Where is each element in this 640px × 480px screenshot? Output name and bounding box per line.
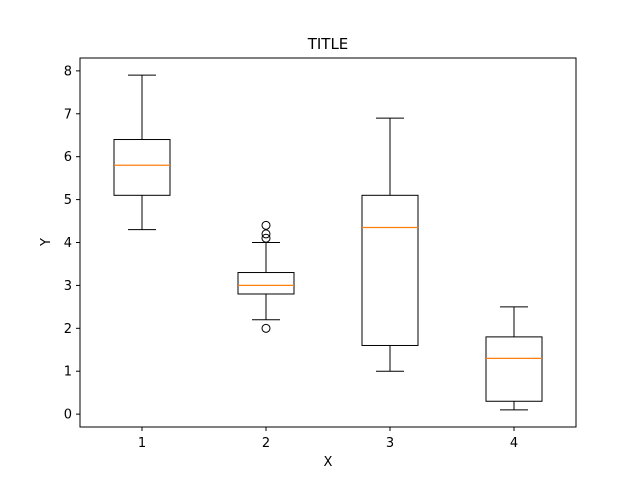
y-tick-label: 1 [64, 365, 72, 380]
outlier-point [261, 220, 271, 230]
y-axis: 0 1 2 3 4 5 6 7 8 [64, 64, 80, 423]
boxes-group [113, 74, 543, 411]
y-tick-label: 7 [64, 107, 72, 122]
x-tick-label: 2 [262, 436, 270, 451]
chart-title: TITLE [307, 35, 349, 53]
plot-area-frame [79, 57, 577, 428]
y-tick-label: 0 [64, 408, 72, 423]
iqr-box [485, 336, 543, 402]
outlier-point [261, 229, 271, 239]
x-axis: 1 2 3 4 [138, 427, 518, 451]
outlier-point [261, 323, 271, 333]
y-tick-label: 8 [64, 64, 72, 79]
x-tick-label: 1 [138, 436, 146, 451]
y-tick-label: 5 [64, 193, 72, 208]
y-tick-label: 4 [64, 236, 72, 251]
iqr-box [361, 194, 419, 346]
box-1 [113, 74, 171, 231]
box-4 [485, 306, 543, 411]
y-tick-label: 6 [64, 150, 72, 165]
x-axis-label: X [324, 455, 333, 470]
iqr-box [237, 272, 295, 295]
box-2 [237, 220, 295, 333]
x-tick-label: 3 [386, 436, 394, 451]
box-3 [361, 117, 419, 372]
x-tick-label: 4 [510, 436, 518, 451]
iqr-box [113, 139, 171, 196]
outlier-point [261, 233, 271, 243]
y-tick-label: 3 [64, 279, 72, 294]
y-axis-label: Y [39, 238, 54, 247]
y-tick-label: 2 [64, 322, 72, 337]
